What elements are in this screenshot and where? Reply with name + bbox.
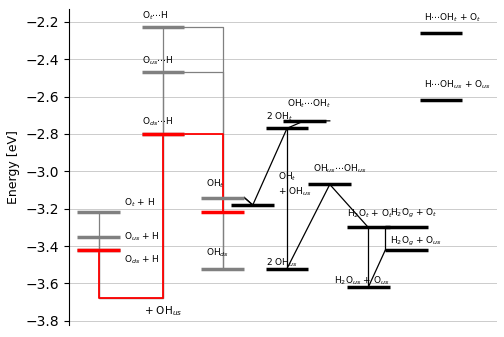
Text: OH$_{us}$⋯OH$_{us}$: OH$_{us}$⋯OH$_{us}$ xyxy=(312,162,366,175)
Text: 2 OH$_{us}$: 2 OH$_{us}$ xyxy=(266,256,297,269)
Text: + OH$_{us}$: + OH$_{us}$ xyxy=(144,304,182,317)
Text: H$_2$O$_{us}$ + O$_{us}$: H$_2$O$_{us}$ + O$_{us}$ xyxy=(334,275,390,287)
Text: H⋯OH$_t$ + O$_t$: H⋯OH$_t$ + O$_t$ xyxy=(424,11,481,24)
Text: H⋯OH$_{us}$ + O$_{us}$: H⋯OH$_{us}$ + O$_{us}$ xyxy=(424,79,491,91)
Text: OH$_t$⋯OH$_t$: OH$_t$⋯OH$_t$ xyxy=(287,97,331,110)
Text: O$_{us}$⋯H: O$_{us}$⋯H xyxy=(142,54,173,67)
Text: OH$_{ds}$: OH$_{ds}$ xyxy=(206,247,229,259)
Text: O$_{us}$ + H: O$_{us}$ + H xyxy=(124,231,160,243)
Y-axis label: Energy [eV]: Energy [eV] xyxy=(7,130,20,204)
Text: O$_{ds}$⋯H: O$_{ds}$⋯H xyxy=(142,116,173,128)
Text: H$_2$O$_g$ + O$_t$: H$_2$O$_g$ + O$_t$ xyxy=(390,207,437,220)
Text: O$_{ds}$ + H: O$_{ds}$ + H xyxy=(124,253,160,266)
Text: H$_2$O$_g$ + O$_{us}$: H$_2$O$_g$ + O$_{us}$ xyxy=(390,235,442,248)
Text: O$_t$ + H: O$_t$ + H xyxy=(124,196,155,209)
Text: OH$_t$: OH$_t$ xyxy=(206,178,224,190)
Text: H$_2$O$_t$ + O$_t$: H$_2$O$_t$ + O$_t$ xyxy=(347,208,393,220)
Text: O$_t$⋯H: O$_t$⋯H xyxy=(142,9,168,22)
Text: 2 OH$_t$: 2 OH$_t$ xyxy=(266,110,293,123)
Text: OH$_t$
+ OH$_{us}$: OH$_t$ + OH$_{us}$ xyxy=(278,171,312,197)
